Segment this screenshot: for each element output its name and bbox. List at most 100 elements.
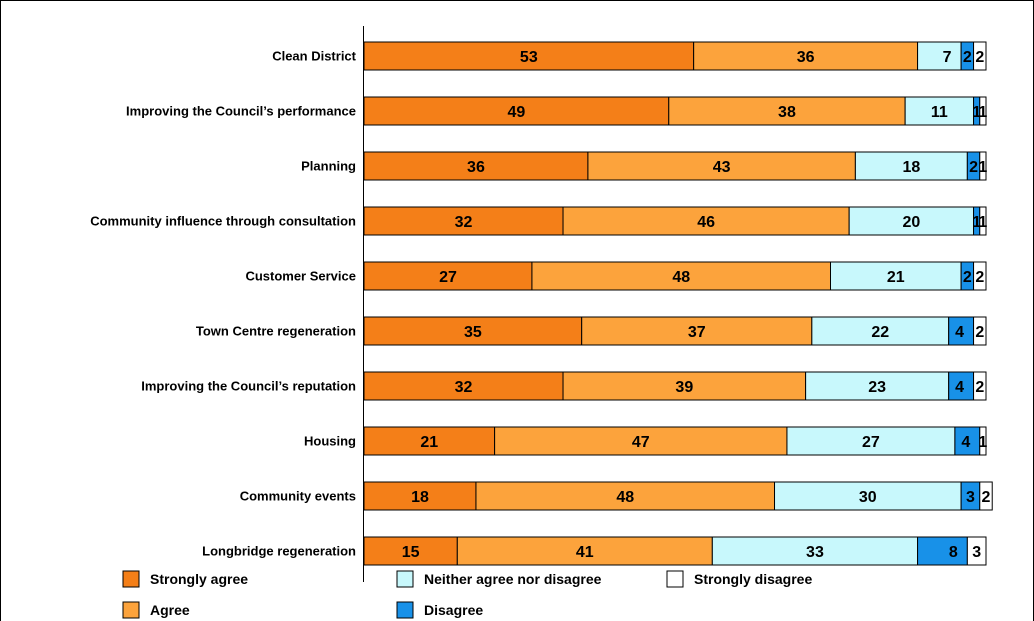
bar-segment-agree: [562, 371, 807, 401]
bar-segment-agree: [668, 96, 906, 126]
data-label-strongly-agree: 32: [455, 379, 473, 396]
legend-label-agree: Agree: [150, 602, 190, 618]
data-label-strongly-disagree: 2: [975, 49, 984, 66]
category-label-improving-the-council-s-performance: Improving the Council’s performance: [126, 104, 356, 119]
legend-label-neither-agree-nor-disagree: Neither agree nor disagree: [424, 571, 602, 587]
bar-segment-disagree: [948, 316, 975, 346]
data-label-agree: 36: [797, 49, 815, 66]
bar-segment-neither-agree-nor-disagree: [830, 261, 962, 291]
category-label-housing: Housing: [304, 434, 356, 449]
data-label-agree: 47: [632, 434, 650, 451]
bar-segment-neither-agree-nor-disagree: [848, 206, 975, 236]
data-label-disagree: 2: [969, 159, 978, 176]
data-label-neither-agree-nor-disagree: 27: [862, 434, 880, 451]
bar-segment-strongly-disagree: [973, 316, 987, 346]
bar-segment-strongly-agree: [363, 536, 458, 566]
data-label-agree: 48: [672, 269, 690, 286]
bar-segment-disagree: [948, 371, 975, 401]
data-label-disagree: 2: [963, 49, 972, 66]
data-label-strongly-disagree: 1: [978, 214, 987, 231]
data-label-strongly-disagree: 2: [975, 269, 984, 286]
data-label-disagree: 1: [972, 214, 981, 231]
data-label-neither-agree-nor-disagree: 33: [806, 544, 824, 561]
bar-segment-strongly-agree: [363, 426, 496, 456]
bar-segment-neither-agree-nor-disagree: [904, 96, 975, 126]
data-label-neither-agree-nor-disagree: 30: [859, 489, 877, 506]
category-label-town-centre-regeneration: Town Centre regeneration: [196, 324, 356, 339]
legend-swatch-disagree: [396, 601, 414, 619]
bar-segment-strongly-disagree: [973, 41, 987, 71]
bar-segment-strongly-disagree: [979, 426, 987, 456]
category-label-planning: Planning: [301, 159, 356, 174]
data-label-agree: 46: [697, 214, 715, 231]
data-label-neither-agree-nor-disagree: 21: [887, 269, 905, 286]
bar-segment-neither-agree-nor-disagree: [917, 41, 962, 71]
bar-segment-strongly-disagree: [979, 206, 987, 236]
data-label-agree: 41: [576, 544, 594, 561]
bar-segment-neither-agree-nor-disagree: [854, 151, 968, 181]
bar-segment-agree: [587, 151, 856, 181]
data-label-strongly-agree: 27: [439, 269, 457, 286]
data-label-disagree: 4: [955, 324, 964, 341]
category-label-improving-the-council-s-reputation: Improving the Council’s reputation: [141, 379, 356, 394]
data-label-agree: 43: [713, 159, 731, 176]
bar-segment-neither-agree-nor-disagree: [786, 426, 956, 456]
category-labels: Clean District Improving the Council’s pe…: [90, 49, 356, 559]
data-label-strongly-disagree: 2: [975, 324, 984, 341]
legend-swatch-strongly-disagree: [666, 570, 684, 588]
data-label-strongly-agree: 21: [420, 434, 438, 451]
bar-segment-agree: [562, 206, 850, 236]
bar-segment-agree: [456, 536, 713, 566]
bar-segment-strongly-disagree: [979, 481, 993, 511]
bar-segment-agree: [475, 481, 776, 511]
bar-segment-strongly-disagree: [979, 96, 987, 126]
legend-swatch-neither-agree-nor-disagree: [396, 570, 414, 588]
data-label-neither-agree-nor-disagree: 23: [868, 379, 886, 396]
legend: Strongly agree Neither agree nor disagree…: [122, 570, 812, 619]
data-label-agree: 48: [616, 489, 634, 506]
data-label-neither-agree-nor-disagree: 22: [871, 324, 889, 341]
bar-segment-agree: [494, 426, 788, 456]
bar-segment-neither-agree-nor-disagree: [811, 316, 950, 346]
category-label-community-influence-through-consultation: Community influence through consultation: [90, 214, 356, 229]
data-label-strongly-agree: 35: [464, 324, 482, 341]
data-label-neither-agree-nor-disagree: 11: [931, 104, 948, 121]
data-label-disagree: 4: [955, 379, 964, 396]
bar-segment-agree: [693, 41, 919, 71]
bar-segment-strongly-disagree: [979, 151, 987, 181]
legend-label-strongly-agree: Strongly agree: [150, 571, 248, 587]
bar-segment-agree: [531, 261, 831, 291]
bar-segment-strongly-agree: [363, 316, 583, 346]
data-label-strongly-agree: 32: [455, 214, 473, 231]
category-label-community-events: Community events: [240, 489, 356, 504]
bar-segment-strongly-disagree: [966, 536, 987, 566]
data-label-strongly-disagree: 2: [982, 489, 991, 506]
bar-segment-neither-agree-nor-disagree: [805, 371, 950, 401]
data-label-disagree: 1: [972, 104, 981, 121]
bar-segment-strongly-disagree: [973, 371, 987, 401]
category-label-customer-service: Customer Service: [245, 269, 356, 284]
bar-segment-strongly-agree: [363, 41, 695, 71]
category-label-clean-district: Clean District: [272, 49, 356, 64]
data-label-strongly-disagree: 1: [978, 434, 987, 451]
category-label-longbridge-regeneration: Longbridge regeneration: [202, 544, 356, 559]
data-label-agree: 37: [688, 324, 706, 341]
legend-swatch-strongly-agree: [122, 570, 140, 588]
legend-swatch-agree: [122, 601, 140, 619]
data-label-disagree: 8: [949, 544, 958, 561]
data-label-neither-agree-nor-disagree: 7: [943, 49, 952, 66]
data-label-strongly-agree: 53: [520, 49, 538, 66]
data-label-strongly-disagree: 2: [975, 379, 984, 396]
data-label-strongly-disagree: 3: [972, 544, 981, 561]
data-label-disagree: 3: [966, 489, 975, 506]
data-label-strongly-disagree: 1: [978, 159, 987, 176]
data-label-agree: 39: [675, 379, 693, 396]
data-label-strongly-agree: 49: [507, 104, 525, 121]
bar-segment-disagree: [917, 536, 968, 566]
data-label-strongly-agree: 18: [411, 489, 429, 506]
bar-segment-strongly-disagree: [973, 261, 987, 291]
